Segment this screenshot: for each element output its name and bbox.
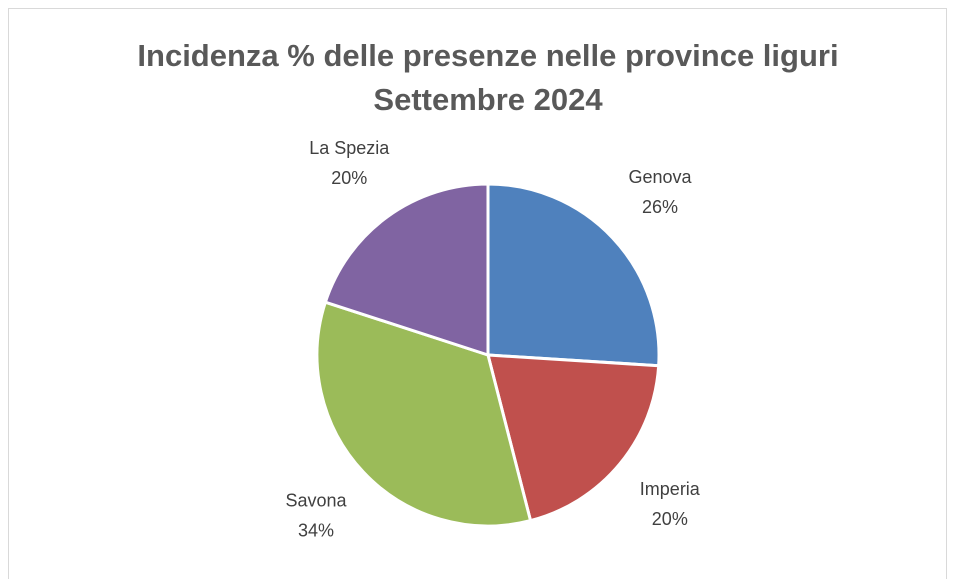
slice-category-label: Genova	[628, 167, 692, 187]
pie-slice	[486, 353, 661, 523]
pie-slice	[315, 300, 533, 528]
slice-category-label: La Spezia	[309, 138, 390, 158]
slice-value-label: 34%	[298, 520, 334, 540]
slice-category-label: Imperia	[640, 479, 701, 499]
pie-slice	[486, 182, 661, 368]
pie-slice	[323, 182, 490, 357]
slice-value-label: 26%	[642, 197, 678, 217]
slice-value-label: 20%	[652, 509, 688, 529]
chart-title: Incidenza % delle presenze nelle provinc…	[137, 38, 838, 73]
slice-category-label: Savona	[285, 490, 347, 510]
chart-title: Settembre 2024	[373, 82, 603, 117]
slice-value-label: 20%	[331, 168, 367, 188]
